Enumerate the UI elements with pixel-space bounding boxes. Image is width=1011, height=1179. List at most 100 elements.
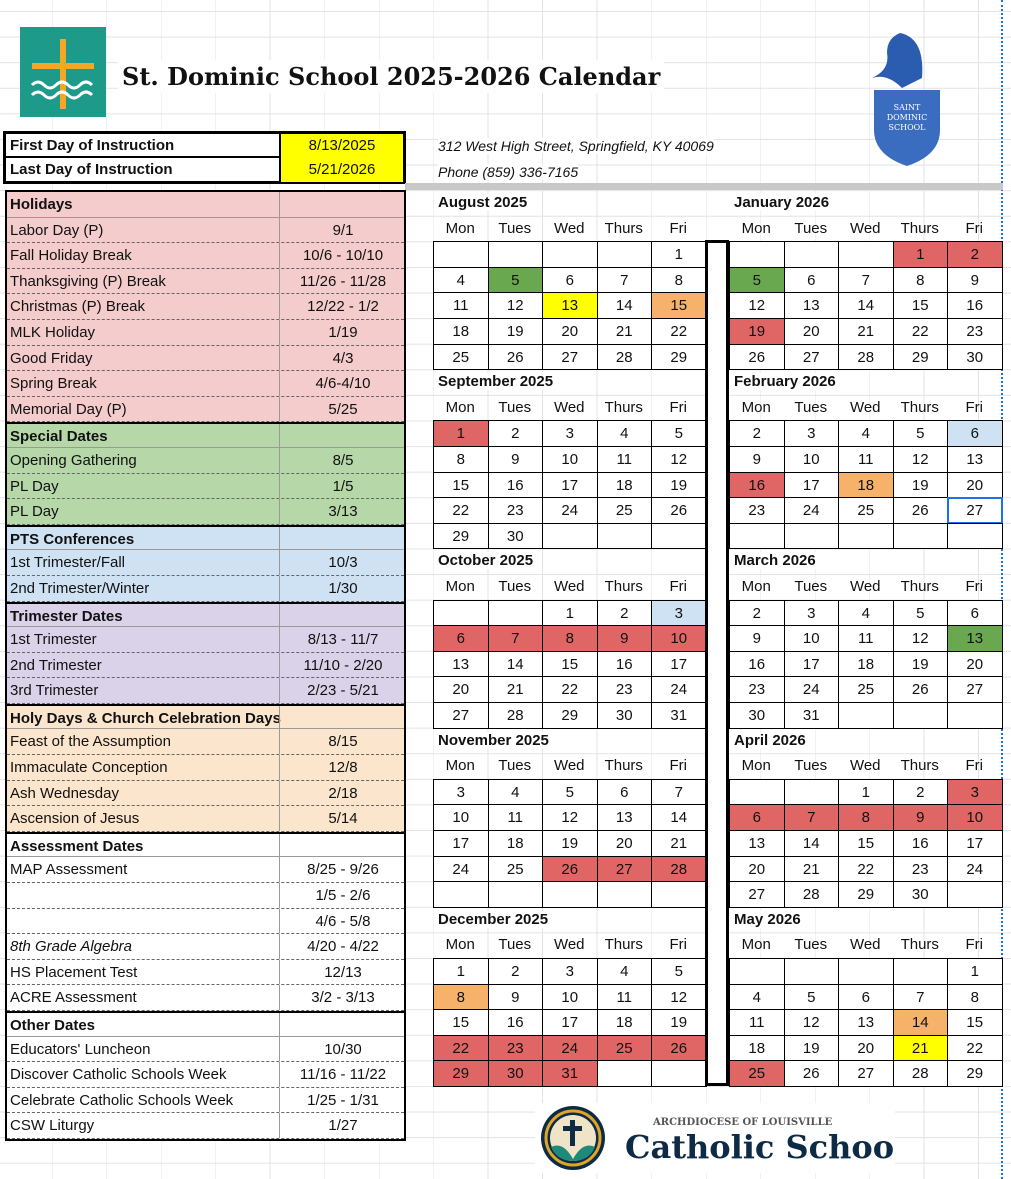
calendar-day[interactable]: [651, 881, 707, 908]
calendar-day[interactable]: 5: [542, 778, 598, 806]
calendar-day[interactable]: 7: [838, 266, 894, 294]
calendar-day[interactable]: 25: [596, 1034, 652, 1062]
calendar-day[interactable]: 26: [729, 343, 785, 371]
calendar-day[interactable]: 15: [542, 650, 598, 678]
calendar-day[interactable]: [892, 702, 948, 729]
calendar-day[interactable]: 27: [729, 881, 785, 908]
calendar-day[interactable]: 2: [947, 241, 1003, 268]
calendar-day[interactable]: 13: [542, 292, 598, 319]
calendar-day[interactable]: [838, 702, 894, 729]
calendar-day[interactable]: 10: [783, 446, 839, 473]
calendar-day[interactable]: 13: [729, 830, 785, 857]
calendar-day[interactable]: 10: [947, 804, 1003, 831]
calendar-day[interactable]: 18: [596, 471, 652, 499]
calendar-day[interactable]: 5: [892, 599, 948, 627]
calendar-day[interactable]: 6: [542, 266, 598, 294]
calendar-day[interactable]: 22: [651, 318, 707, 345]
calendar-day[interactable]: 28: [783, 881, 839, 908]
calendar-day[interactable]: 14: [892, 1009, 948, 1036]
calendar-day[interactable]: [596, 1060, 652, 1087]
calendar-day[interactable]: 2: [729, 420, 785, 447]
calendar-day[interactable]: 1: [433, 958, 489, 985]
calendar-day[interactable]: 8: [433, 983, 489, 1011]
calendar-day[interactable]: 22: [542, 676, 598, 703]
calendar-day[interactable]: 25: [838, 497, 894, 524]
calendar-day[interactable]: 15: [433, 1009, 489, 1036]
calendar-day[interactable]: 29: [433, 1060, 489, 1087]
calendar-day[interactable]: 6: [947, 599, 1003, 627]
calendar-day[interactable]: 9: [729, 625, 785, 652]
calendar-day[interactable]: 31: [783, 702, 839, 729]
calendar-day[interactable]: 5: [487, 266, 543, 294]
calendar-day[interactable]: 6: [729, 804, 785, 831]
calendar-day[interactable]: 24: [783, 497, 839, 524]
calendar-day[interactable]: 3: [433, 778, 489, 806]
calendar-day[interactable]: [783, 522, 839, 550]
calendar-day[interactable]: 17: [542, 471, 598, 499]
calendar-day[interactable]: 9: [892, 804, 948, 831]
calendar-day[interactable]: 6: [838, 983, 894, 1011]
calendar-day[interactable]: 19: [542, 830, 598, 857]
calendar-day[interactable]: 26: [651, 1034, 707, 1062]
calendar-day[interactable]: 4: [729, 983, 785, 1011]
calendar-day[interactable]: 18: [729, 1034, 785, 1062]
calendar-day[interactable]: 13: [838, 1009, 894, 1036]
calendar-day[interactable]: 19: [651, 1009, 707, 1036]
calendar-day[interactable]: 13: [947, 625, 1003, 652]
calendar-day[interactable]: 13: [783, 292, 839, 319]
calendar-day[interactable]: 31: [542, 1060, 598, 1087]
calendar-day[interactable]: 11: [838, 446, 894, 473]
calendar-day[interactable]: [783, 958, 839, 985]
calendar-day[interactable]: 25: [487, 855, 543, 883]
calendar-day[interactable]: 12: [542, 804, 598, 831]
calendar-day[interactable]: 4: [487, 778, 543, 806]
calendar-day[interactable]: 27: [433, 702, 489, 729]
calendar-day[interactable]: 21: [596, 318, 652, 345]
calendar-day[interactable]: 26: [651, 497, 707, 524]
calendar-day[interactable]: 19: [783, 1034, 839, 1062]
calendar-day[interactable]: 1: [651, 241, 707, 268]
calendar-day[interactable]: 14: [487, 650, 543, 678]
calendar-day[interactable]: 4: [838, 420, 894, 447]
calendar-day[interactable]: 30: [596, 702, 652, 729]
calendar-day[interactable]: 8: [542, 625, 598, 652]
calendar-day[interactable]: 22: [947, 1034, 1003, 1062]
calendar-day[interactable]: 26: [487, 343, 543, 371]
calendar-day[interactable]: 26: [783, 1060, 839, 1087]
calendar-day[interactable]: 5: [892, 420, 948, 447]
calendar-day[interactable]: 12: [651, 446, 707, 473]
calendar-day[interactable]: 16: [487, 471, 543, 499]
calendar-day[interactable]: 28: [596, 343, 652, 371]
calendar-day[interactable]: 14: [838, 292, 894, 319]
calendar-day[interactable]: [542, 522, 598, 550]
calendar-day[interactable]: [487, 599, 543, 627]
calendar-day[interactable]: 8: [651, 266, 707, 294]
calendar-day[interactable]: [892, 958, 948, 985]
calendar-day[interactable]: 14: [651, 804, 707, 831]
calendar-day[interactable]: 29: [892, 343, 948, 371]
calendar-day[interactable]: 11: [596, 446, 652, 473]
calendar-day[interactable]: 4: [433, 266, 489, 294]
calendar-day[interactable]: 27: [542, 343, 598, 371]
calendar-day[interactable]: [542, 881, 598, 908]
calendar-day[interactable]: 30: [729, 702, 785, 729]
calendar-day[interactable]: 20: [947, 650, 1003, 678]
calendar-day[interactable]: 1: [433, 420, 489, 447]
calendar-day[interactable]: 30: [892, 881, 948, 908]
calendar-day[interactable]: 17: [651, 650, 707, 678]
calendar-day[interactable]: 10: [651, 625, 707, 652]
calendar-day[interactable]: 5: [651, 958, 707, 985]
calendar-day[interactable]: 1: [542, 599, 598, 627]
calendar-day[interactable]: 1: [892, 241, 948, 268]
calendar-day[interactable]: 21: [651, 830, 707, 857]
calendar-day[interactable]: [838, 241, 894, 268]
calendar-day[interactable]: [838, 958, 894, 985]
calendar-day[interactable]: 11: [487, 804, 543, 831]
calendar-day[interactable]: 21: [838, 318, 894, 345]
calendar-day[interactable]: 23: [729, 676, 785, 703]
calendar-day[interactable]: 4: [838, 599, 894, 627]
calendar-day[interactable]: 22: [892, 318, 948, 345]
calendar-day[interactable]: 23: [487, 497, 543, 524]
calendar-day[interactable]: [947, 522, 1003, 550]
calendar-day[interactable]: [892, 522, 948, 550]
